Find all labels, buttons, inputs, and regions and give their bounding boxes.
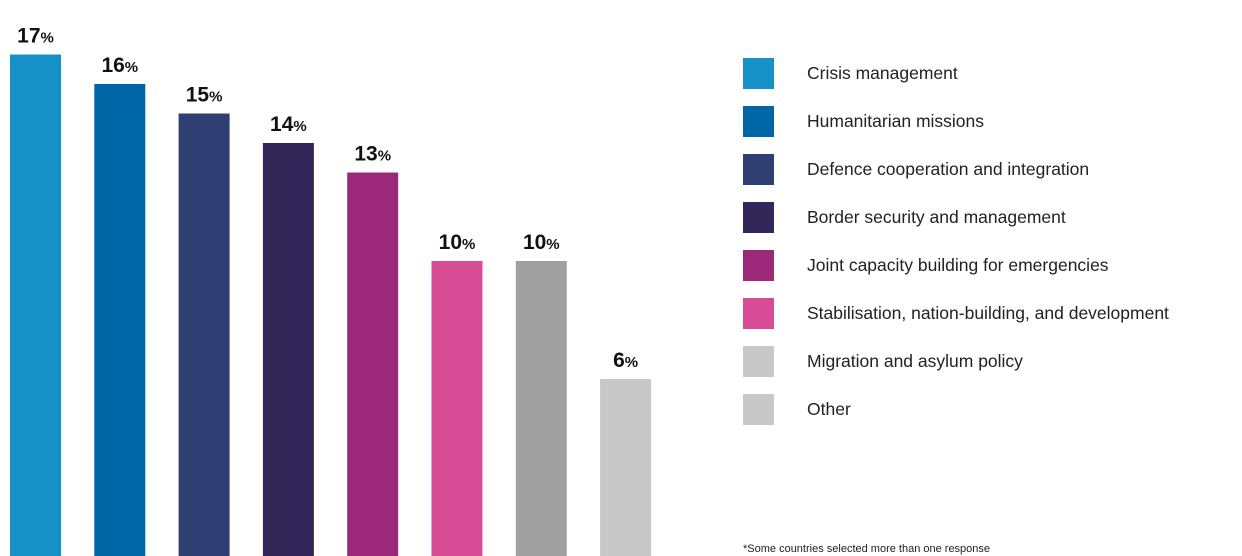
legend-item-8: Other [743, 393, 1169, 425]
bar-value-label-6: 10% [439, 231, 476, 254]
footnote: *Some countries selected more than one r… [743, 543, 991, 555]
legend-label: Migration and asylum policy [807, 350, 1023, 371]
bar-6 [431, 261, 483, 556]
legend-label: Stabilisation, nation-building, and deve… [807, 302, 1169, 323]
bar-7 [515, 261, 567, 556]
legend-label: Humanitarian missions [807, 110, 985, 131]
bar-value-label-7: 10% [523, 231, 560, 254]
bar-4 [262, 143, 314, 556]
legend-label: Defence cooperation and integration [807, 158, 1090, 179]
bar-value-label-1: 17% [17, 25, 54, 48]
legend-label: Crisis management [807, 62, 958, 83]
legend-swatch [743, 345, 774, 377]
bar-value-label-2: 16% [101, 54, 138, 77]
legend-swatch [743, 201, 774, 233]
legend-item-6: Stabilisation, nation-building, and deve… [743, 297, 1169, 329]
chart-legend: Crisis management Humanitarian missions De… [743, 57, 1169, 441]
legend-label: Border security and management [807, 206, 1066, 227]
legend-swatch [743, 57, 774, 89]
legend-item-1: Crisis management [743, 57, 1169, 89]
bar-1 [10, 54, 61, 556]
bar-value-label-3: 15% [186, 84, 223, 107]
bar-value-label-5: 13% [354, 143, 391, 166]
legend-item-7: Migration and asylum policy [743, 345, 1169, 377]
bar-8 [600, 379, 652, 556]
legend-swatch [743, 297, 774, 329]
legend-swatch [743, 153, 774, 185]
legend-swatch [743, 105, 774, 137]
legend-swatch [743, 393, 774, 425]
legend-swatch [743, 249, 774, 281]
legend-label: Other [807, 398, 851, 419]
bar-chart: 17% 16% 15% 14% 13% 10% 10% 6% [10, 25, 652, 556]
bar-3 [178, 113, 230, 556]
bar-value-label-4: 14% [270, 113, 307, 136]
legend-item-3: Defence cooperation and integration [743, 153, 1169, 185]
bar-2 [94, 84, 146, 556]
bar-5 [347, 172, 399, 556]
legend-item-4: Border security and management [743, 201, 1169, 233]
legend-label: Joint capacity building for emergencies [807, 254, 1109, 275]
legend-item-2: Humanitarian missions [743, 105, 1169, 137]
legend-item-5: Joint capacity building for emergencies [743, 249, 1169, 281]
bar-value-label-8: 6% [613, 349, 638, 372]
